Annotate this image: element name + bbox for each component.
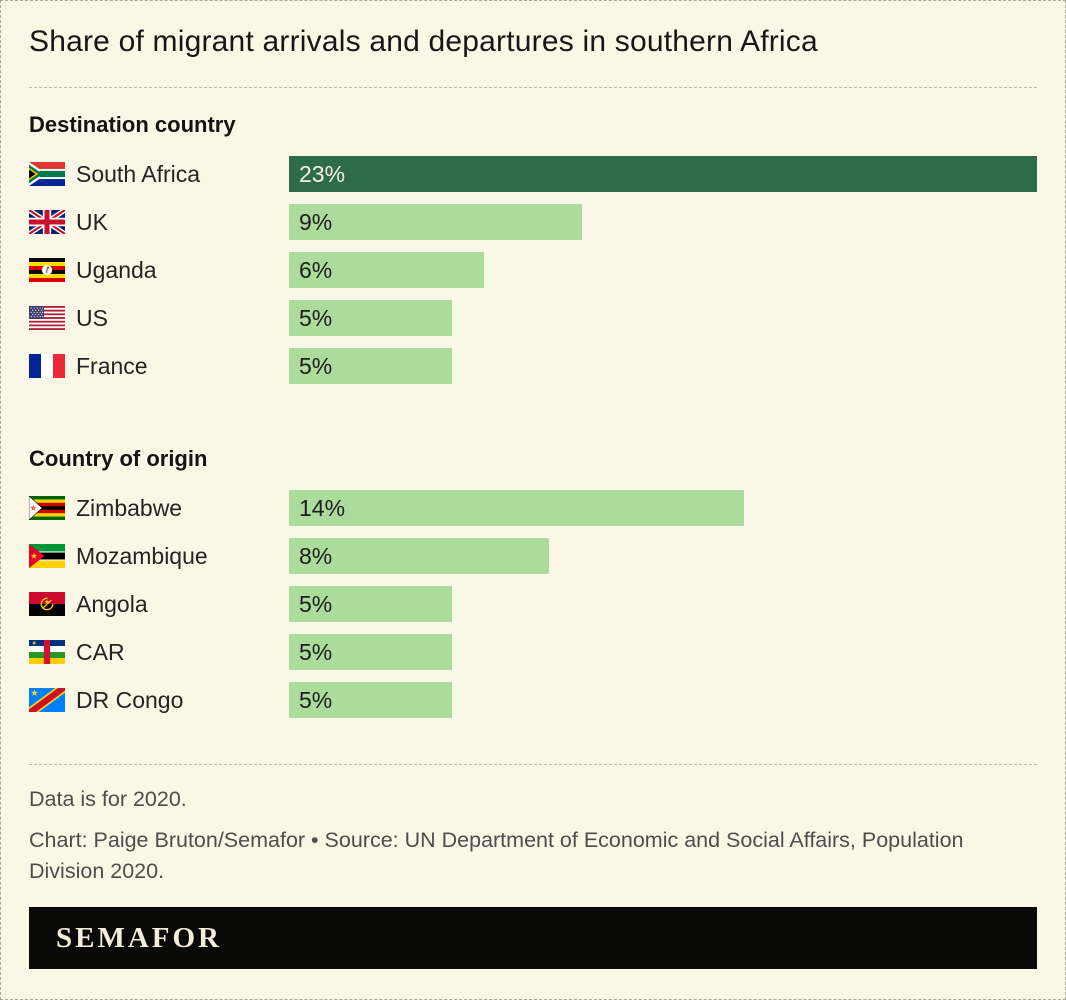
country-label: Uganda: [29, 257, 289, 284]
divider-top: [29, 87, 1037, 88]
bar-track: 5%: [289, 348, 1037, 384]
chart-row: South Africa 23%: [29, 150, 1037, 198]
country-name: CAR: [76, 638, 125, 665]
country-label: South Africa: [29, 161, 289, 188]
car-flag-icon: [29, 640, 65, 664]
chart-row: DR Congo 5%: [29, 676, 1037, 724]
us-flag-icon: [29, 306, 65, 330]
bar: 5%: [289, 682, 452, 718]
bar-value: 5%: [299, 304, 333, 331]
divider-bottom: [29, 764, 1037, 765]
bar-track: 5%: [289, 682, 1037, 718]
south-africa-flag-icon: [29, 162, 65, 186]
bar-track: 5%: [289, 300, 1037, 336]
chart-row: Angola 5%: [29, 580, 1037, 628]
bar-track: 14%: [289, 490, 1037, 526]
bar-track: 5%: [289, 634, 1037, 670]
country-name: Mozambique: [76, 542, 208, 569]
section-heading: Country of origin: [29, 446, 208, 471]
mozambique-flag-icon: [29, 544, 65, 568]
uganda-flag-icon: [29, 258, 65, 282]
uk-flag-icon: [29, 210, 65, 234]
brand-bar: SEMAFOR: [29, 907, 1037, 969]
bar-value: 23%: [299, 160, 346, 187]
bar-value: 5%: [299, 638, 333, 665]
bar-track: 5%: [289, 586, 1037, 622]
country-label: France: [29, 353, 289, 380]
country-name: Zimbabwe: [76, 494, 183, 521]
bar: 8%: [289, 538, 550, 574]
bar-track: 6%: [289, 252, 1037, 288]
source-credit: Chart: Paige Bruton/Semafor • Source: UN…: [29, 828, 964, 883]
bar-value: 5%: [299, 686, 333, 713]
country-name: UK: [76, 208, 108, 235]
country-name: South Africa: [76, 160, 201, 187]
chart-sections: Destination country South Africa 23% UK 9%…: [29, 112, 1037, 724]
chart-row: Mozambique 8%: [29, 532, 1037, 580]
chart-section: Destination country South Africa 23% UK 9%…: [29, 112, 1037, 390]
chart-section: Country of origin Zimbabwe 14% Mozambique…: [29, 446, 1037, 724]
bar-value: 8%: [299, 542, 333, 569]
country-name: US: [76, 304, 108, 331]
bar-track: 9%: [289, 204, 1037, 240]
bar: 14%: [289, 490, 745, 526]
bar-track: 23%: [289, 156, 1037, 192]
data-note: Data is for 2020.: [29, 787, 187, 811]
bar: 23%: [289, 156, 1037, 192]
country-label: Mozambique: [29, 543, 289, 570]
country-label: UK: [29, 209, 289, 236]
chart-row: US 5%: [29, 294, 1037, 342]
bar-value: 6%: [299, 256, 333, 283]
zimbabwe-flag-icon: [29, 496, 65, 520]
bar-track: 8%: [289, 538, 1037, 574]
country-label: CAR: [29, 639, 289, 666]
bar-value: 14%: [299, 494, 346, 521]
bar: 5%: [289, 300, 452, 336]
country-name: Angola: [76, 590, 148, 617]
chart-row: Uganda 6%: [29, 246, 1037, 294]
section-heading: Destination country: [29, 112, 236, 137]
chart-row: Zimbabwe 14%: [29, 484, 1037, 532]
country-name: France: [76, 352, 148, 379]
bar: 5%: [289, 348, 452, 384]
semafor-logo: SEMAFOR: [56, 921, 222, 954]
chart-row: France 5%: [29, 342, 1037, 390]
country-name: Uganda: [76, 256, 157, 283]
bar-value: 9%: [299, 208, 333, 235]
country-label: Angola: [29, 591, 289, 618]
chart-title: Share of migrant arrivals and departures…: [29, 25, 818, 58]
country-label: DR Congo: [29, 687, 289, 714]
bar: 5%: [289, 634, 452, 670]
country-label: US: [29, 305, 289, 332]
bar-value: 5%: [299, 352, 333, 379]
chart-row: UK 9%: [29, 198, 1037, 246]
france-flag-icon: [29, 354, 65, 378]
country-name: DR Congo: [76, 686, 184, 713]
angola-flag-icon: [29, 592, 65, 616]
bar: 9%: [289, 204, 582, 240]
chart-row: CAR 5%: [29, 628, 1037, 676]
country-label: Zimbabwe: [29, 495, 289, 522]
bar: 6%: [289, 252, 485, 288]
bar-value: 5%: [299, 590, 333, 617]
bar: 5%: [289, 586, 452, 622]
dr-congo-flag-icon: [29, 688, 65, 712]
